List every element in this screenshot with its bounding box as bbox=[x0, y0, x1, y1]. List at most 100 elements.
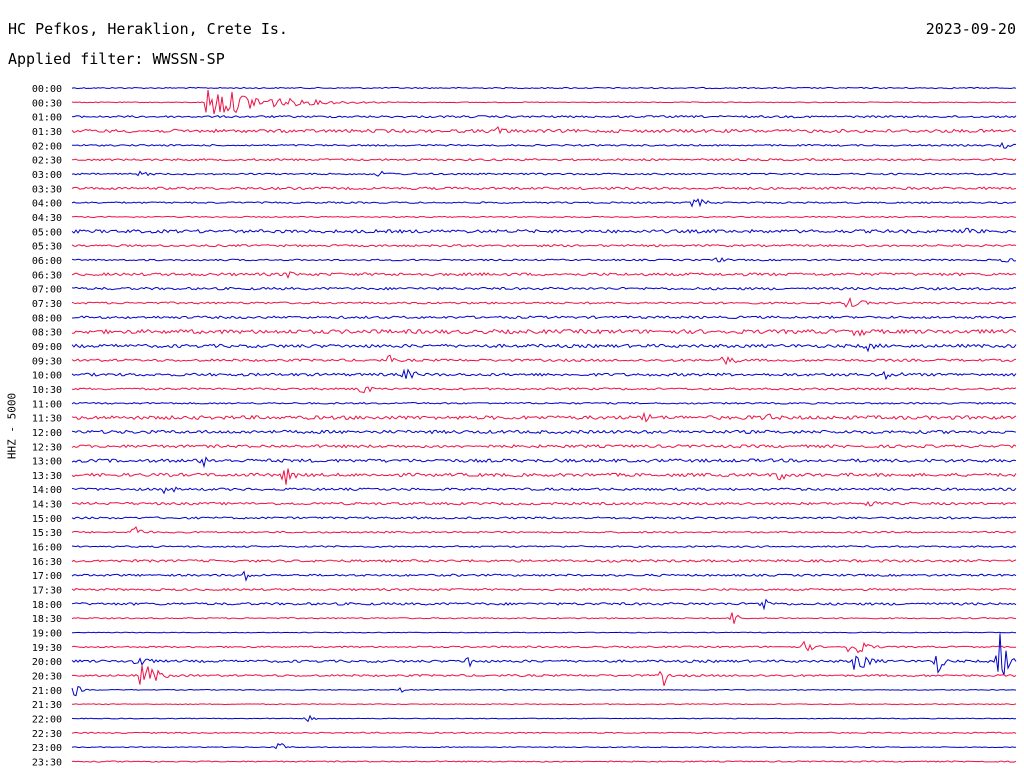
seismic-trace bbox=[71, 598, 1017, 611]
row-time-label: 17:00 bbox=[32, 571, 62, 582]
row-time-label: 10:30 bbox=[32, 385, 62, 396]
seismic-trace bbox=[71, 115, 1017, 119]
row-time-label: 07:30 bbox=[32, 299, 62, 310]
row-time-label: 23:30 bbox=[32, 758, 62, 769]
row-time-label: 08:00 bbox=[32, 313, 62, 324]
seismic-trace bbox=[71, 368, 1017, 381]
row-time-label: 06:30 bbox=[32, 270, 62, 281]
row-time-label: 20:00 bbox=[32, 657, 62, 668]
seismic-trace bbox=[71, 633, 1017, 676]
row-time-label: 02:00 bbox=[32, 141, 62, 152]
row-time-label: 20:30 bbox=[32, 672, 62, 683]
seismic-trace bbox=[71, 631, 1017, 634]
row-time-label: 04:00 bbox=[32, 199, 62, 210]
seismic-trace bbox=[71, 126, 1017, 135]
row-time-label: 07:00 bbox=[32, 285, 62, 296]
row-time-label: 02:30 bbox=[32, 156, 62, 167]
seismic-trace bbox=[71, 612, 1017, 624]
seismic-trace bbox=[71, 444, 1017, 449]
seismic-trace bbox=[71, 570, 1017, 582]
seismic-trace bbox=[71, 86, 1017, 90]
seismic-trace bbox=[71, 328, 1017, 337]
row-time-label: 11:00 bbox=[32, 399, 62, 410]
row-time-label: 05:30 bbox=[32, 242, 62, 253]
seismic-trace bbox=[71, 354, 1017, 366]
seismic-trace bbox=[71, 665, 1017, 686]
row-time-label: 14:00 bbox=[32, 485, 62, 496]
row-time-label: 03:00 bbox=[32, 170, 62, 181]
date-label: 2023-09-20 bbox=[925, 20, 1016, 38]
seismic-trace bbox=[71, 227, 1017, 234]
seismic-trace bbox=[71, 286, 1017, 291]
seismic-trace bbox=[71, 186, 1017, 191]
seismic-trace bbox=[71, 526, 1017, 534]
seismic-trace bbox=[71, 401, 1017, 405]
seismic-trace bbox=[71, 703, 1017, 706]
row-time-label: 16:00 bbox=[32, 543, 62, 554]
seismic-trace bbox=[71, 296, 1017, 308]
row-time-label: 21:00 bbox=[32, 686, 62, 697]
row-time-label: 08:30 bbox=[32, 328, 62, 339]
row-time-label: 15:00 bbox=[32, 514, 62, 525]
row-time-label: 10:00 bbox=[32, 371, 62, 382]
row-time-label: 22:00 bbox=[32, 715, 62, 726]
row-time-label: 06:00 bbox=[32, 256, 62, 267]
seismic-trace bbox=[71, 559, 1017, 563]
station-title: HC Pefkos, Heraklion, Crete Is. bbox=[8, 20, 288, 38]
seismic-trace bbox=[71, 760, 1017, 763]
row-time-label: 04:30 bbox=[32, 213, 62, 224]
seismic-trace bbox=[71, 685, 1017, 697]
row-time-label: 13:00 bbox=[32, 457, 62, 468]
seismic-trace bbox=[71, 640, 1016, 654]
row-time-label: 15:30 bbox=[32, 528, 62, 539]
row-time-label: 23:00 bbox=[32, 743, 62, 754]
filter-label: Applied filter: WWSSN-SP bbox=[8, 50, 225, 68]
seismic-trace bbox=[71, 714, 1017, 723]
seismic-trace bbox=[71, 587, 1017, 592]
seismic-trace bbox=[72, 215, 1017, 219]
row-time-label: 03:30 bbox=[32, 184, 62, 195]
row-time-label: 13:30 bbox=[32, 471, 62, 482]
seismic-trace bbox=[71, 257, 1017, 263]
row-time-label: 00:00 bbox=[32, 84, 62, 95]
seismic-trace bbox=[71, 243, 1017, 248]
row-time-label: 12:00 bbox=[32, 428, 62, 439]
seismic-trace bbox=[71, 271, 1017, 279]
row-time-label: 17:30 bbox=[32, 586, 62, 597]
seismic-trace bbox=[71, 386, 1017, 394]
seismic-trace bbox=[71, 468, 1017, 485]
seismic-trace bbox=[71, 500, 1017, 507]
seismic-trace bbox=[71, 516, 1017, 520]
row-time-label: 00:30 bbox=[32, 98, 62, 109]
seismic-trace bbox=[72, 315, 1017, 320]
seismic-trace bbox=[71, 141, 1017, 149]
row-time-label: 01:30 bbox=[32, 127, 62, 138]
seismic-trace bbox=[71, 486, 1017, 495]
seismic-trace bbox=[71, 170, 1017, 177]
seismic-trace bbox=[71, 742, 1016, 750]
seismic-trace bbox=[71, 343, 1017, 353]
seismic-trace bbox=[71, 456, 1017, 469]
row-time-label: 12:30 bbox=[32, 442, 62, 453]
row-time-label: 11:30 bbox=[32, 414, 62, 425]
row-time-label: 01:00 bbox=[32, 113, 62, 124]
row-time-label: 09:30 bbox=[32, 356, 62, 367]
seismic-trace bbox=[71, 158, 1017, 162]
row-time-label: 19:00 bbox=[32, 629, 62, 640]
row-time-label: 22:30 bbox=[32, 729, 62, 740]
seismic-trace bbox=[71, 731, 1017, 734]
row-time-label: 16:30 bbox=[32, 557, 62, 568]
row-time-label: 18:30 bbox=[32, 614, 62, 625]
seismic-trace bbox=[71, 411, 1017, 423]
seismic-trace bbox=[71, 545, 1017, 548]
seismic-trace bbox=[71, 429, 1017, 435]
row-time-label: 09:00 bbox=[32, 342, 62, 353]
seismic-trace bbox=[71, 198, 1017, 208]
row-time-label: 05:00 bbox=[32, 227, 62, 238]
row-time-label: 14:30 bbox=[32, 500, 62, 511]
seismic-trace bbox=[71, 89, 1017, 115]
row-time-label: 19:30 bbox=[32, 643, 62, 654]
row-time-label: 21:30 bbox=[32, 700, 62, 711]
row-time-label: 18:00 bbox=[32, 600, 62, 611]
